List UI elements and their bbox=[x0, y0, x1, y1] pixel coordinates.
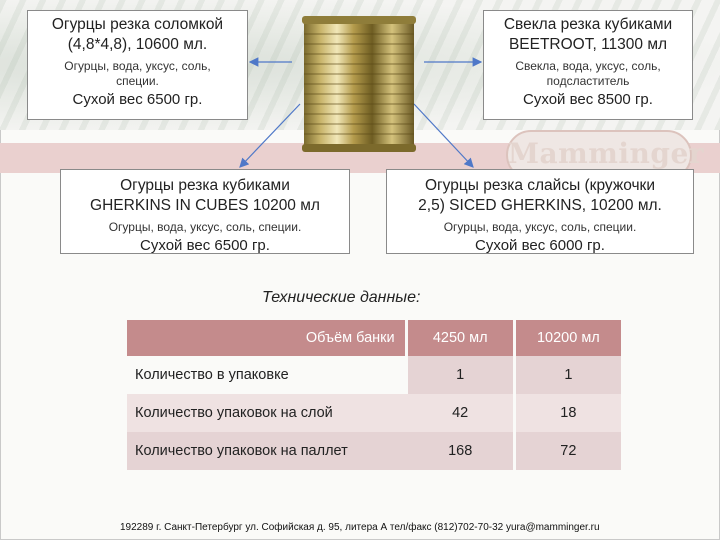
table-header-label: Объём банки bbox=[127, 320, 408, 356]
product-title-line2: BEETROOT, 11300 мл bbox=[508, 36, 668, 53]
table-cell: 42 bbox=[407, 394, 516, 432]
product-dry-weight: Сухой вес 6500 гр. bbox=[140, 237, 270, 254]
spec-table: Объём банки 4250 мл 10200 мл Количество … bbox=[127, 320, 621, 470]
product-ingredients: Огурцы, вода, уксус, соль, специи. bbox=[64, 59, 211, 88]
product-title: Огурцы резка соломкой bbox=[51, 16, 224, 33]
product-card-gherkin-cubes: Огурцы резка кубиками GHERKINS IN CUBES … bbox=[60, 169, 350, 254]
product-title-line2: (4,8*4,8), 10600 мл. bbox=[67, 36, 208, 53]
table-row: Количество в упаковке 1 1 bbox=[127, 356, 621, 394]
table-header-cell: 10200 мл bbox=[515, 320, 621, 356]
product-dry-weight: Сухой вес 6000 гр. bbox=[475, 237, 605, 254]
product-card-gherkin-slices: Огурцы резка слайсы (кружочки 2,5) SICED… bbox=[386, 169, 694, 254]
table-row-label: Количество в упаковке bbox=[127, 356, 408, 394]
table-row: Количество упаковок на паллет 168 72 bbox=[127, 432, 621, 470]
table-row-label: Количество упаковок на паллет bbox=[127, 432, 408, 470]
table-header-row: Объём банки 4250 мл 10200 мл bbox=[127, 320, 621, 356]
table-cell: 18 bbox=[515, 394, 621, 432]
table-cell: 72 bbox=[515, 432, 621, 470]
product-title-line2: GHERKINS IN CUBES 10200 мл bbox=[90, 197, 320, 214]
table-cell: 168 bbox=[407, 432, 516, 470]
product-card-beetroot-cubes: Свекла резка кубиками BEETROOT, 11300 мл… bbox=[483, 10, 693, 120]
table-cell: 1 bbox=[515, 356, 621, 394]
product-title: Свекла резка кубиками bbox=[503, 16, 673, 33]
product-ingredients: Огурцы, вода, уксус, соль, специи. bbox=[443, 220, 637, 234]
product-dry-weight: Сухой вес 6500 гр. bbox=[72, 91, 203, 108]
product-ingredients: Огурцы, вода, уксус, соль, специи. bbox=[108, 220, 302, 234]
product-title-line2: 2,5) SICED GHERKINS, 10200 мл. bbox=[418, 197, 662, 214]
spec-title: Технические данные: bbox=[262, 289, 421, 306]
product-title: Огурцы резка кубиками bbox=[120, 177, 290, 194]
table-row-label: Количество упаковок на слой bbox=[127, 394, 408, 432]
footer-contact: 192289 г. Санкт-Петербург ул. Софийская … bbox=[120, 522, 600, 533]
table-row: Количество упаковок на слой 42 18 bbox=[127, 394, 621, 432]
table-cell: 1 bbox=[407, 356, 516, 394]
product-dry-weight: Сухой вес 8500 гр. bbox=[523, 91, 653, 108]
tin-can-image bbox=[302, 16, 416, 152]
table-header-cell: 4250 мл bbox=[407, 320, 516, 356]
product-title: Огурцы резка слайсы (кружочки bbox=[424, 177, 656, 194]
product-card-cucumber-strips: Огурцы резка соломкой (4,8*4,8), 10600 м… bbox=[27, 10, 248, 120]
product-ingredients: Свекла, вода, уксус, соль, подсластитель bbox=[515, 59, 661, 88]
